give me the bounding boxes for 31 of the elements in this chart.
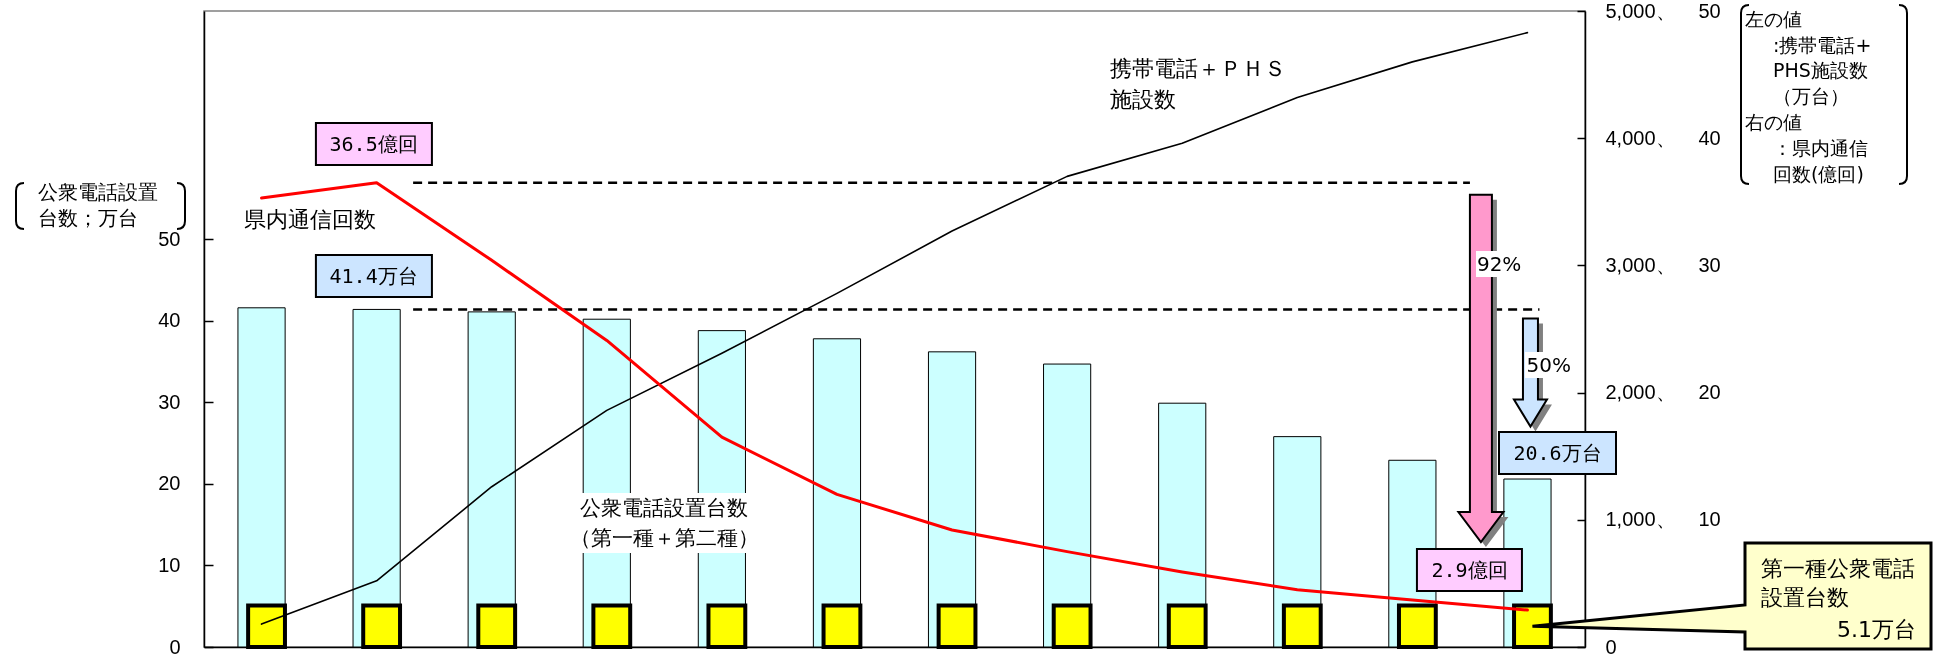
y3-tick-label: 40 (1698, 126, 1721, 149)
text: 第一種公衆電話設置台数 (1761, 555, 1915, 612)
series-label: 県内通信回数 (244, 206, 376, 234)
y2-axis-title: 左の値:携帯電話+PHS施設数（万台） (1745, 6, 1872, 110)
data-label: 41.4万台 (314, 254, 433, 299)
y-tick-label: 0 (169, 635, 181, 658)
series-label: 携帯電話＋ＰＨＳ施設数 (1110, 55, 1286, 114)
data-label: 36.5億回 (314, 121, 433, 166)
y-tick-label: 30 (158, 390, 181, 413)
data-label: 2.9億回 (1416, 548, 1523, 593)
y-tick-label: 50 (158, 227, 181, 250)
y3-axis-title: 右の値：県内通信回数(億回) (1745, 110, 1868, 187)
y2-tick-label: 2,000、 (1605, 381, 1676, 404)
series-label: 公衆電話設置台数（第一種＋第二種） (569, 495, 759, 552)
y2-tick-label: 3,000、 (1605, 253, 1676, 276)
y2-tick-label: 5,000、 (1605, 0, 1676, 22)
y-tick-label: 10 (158, 553, 181, 576)
y-tick-label: 20 (158, 472, 181, 495)
text: 5.1万台 (1837, 616, 1916, 644)
annotation: 92% (1475, 251, 1523, 278)
data-label: 20.6万台 (1498, 431, 1617, 476)
y-tick-label: 40 (158, 309, 181, 332)
y-axis-title: 公衆電話設置台数；万台 (38, 180, 158, 231)
y3-tick-label: 30 (1698, 253, 1721, 276)
y2-tick-label: 4,000、 (1605, 126, 1676, 149)
y3-tick-label: 50 (1698, 0, 1721, 22)
y3-tick-label: 20 (1698, 381, 1721, 404)
y2-tick-label: 1,000、 (1605, 508, 1676, 531)
y2-tick-label: 0 (1605, 635, 1617, 658)
y3-tick-label: 10 (1698, 508, 1721, 531)
annotation: 50% (1525, 351, 1572, 378)
